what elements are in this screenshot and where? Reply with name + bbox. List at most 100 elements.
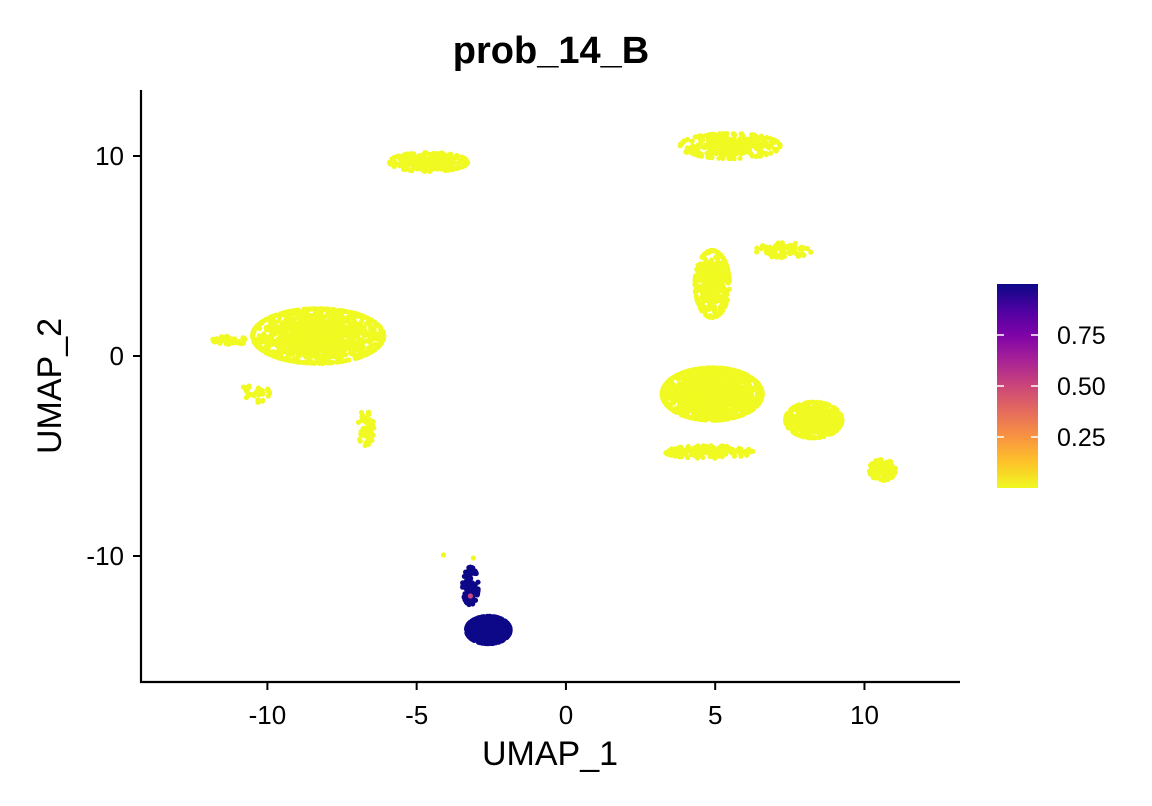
data-point — [813, 423, 819, 429]
data-point — [352, 323, 358, 329]
data-point — [370, 348, 376, 354]
data-point — [746, 446, 752, 452]
data-point — [736, 377, 743, 383]
data-point — [698, 416, 704, 423]
data-point — [687, 406, 693, 413]
data-point — [756, 382, 762, 388]
data-point — [800, 251, 806, 257]
data-point — [343, 352, 349, 358]
data-point — [718, 443, 724, 449]
data-point — [419, 166, 425, 172]
data-point — [684, 454, 691, 460]
data-point — [768, 138, 774, 144]
data-point — [736, 406, 742, 412]
data-point — [401, 152, 407, 158]
data-point — [270, 353, 276, 359]
data-point — [712, 267, 718, 273]
data-point — [356, 349, 363, 355]
cluster-bottom-cluster-main — [463, 613, 513, 647]
data-point — [696, 301, 703, 307]
data-point — [252, 341, 259, 347]
data-point — [701, 298, 707, 304]
data-point — [364, 315, 370, 321]
data-point — [887, 467, 893, 474]
data-point — [470, 583, 477, 589]
data-point — [264, 348, 270, 354]
data-point — [711, 288, 718, 294]
cluster-center-right-upper-stem — [692, 248, 732, 320]
data-point — [299, 310, 305, 317]
data-point — [467, 564, 473, 570]
data-point — [732, 373, 738, 379]
data-point — [800, 402, 806, 408]
data-point — [679, 140, 685, 146]
data-point — [357, 438, 363, 444]
data-point — [815, 417, 821, 423]
data-point — [270, 349, 276, 355]
data-point — [294, 334, 300, 340]
data-point — [690, 400, 696, 406]
cluster-left-down-stem — [355, 409, 377, 448]
data-point — [449, 161, 455, 168]
data-point — [874, 461, 880, 467]
data-point — [811, 411, 818, 417]
data-point — [345, 339, 351, 346]
data-point — [699, 374, 705, 380]
data-point — [713, 397, 719, 404]
data-point — [307, 321, 314, 327]
data-point — [450, 157, 456, 163]
data-point — [707, 146, 714, 152]
data-point — [700, 288, 706, 294]
data-point — [226, 336, 232, 343]
data-point — [338, 351, 344, 357]
data-point — [804, 426, 810, 433]
data-point — [730, 415, 736, 421]
data-point — [684, 377, 690, 383]
data-point — [308, 306, 315, 312]
data-point — [759, 390, 765, 397]
cluster-upper-left-island — [387, 150, 471, 174]
data-point — [260, 391, 266, 397]
data-point — [779, 254, 785, 260]
data-point — [871, 470, 878, 477]
data-point — [373, 323, 379, 329]
data-point — [273, 312, 279, 318]
data-point — [285, 344, 292, 350]
data-point — [747, 150, 754, 156]
data-point — [455, 165, 461, 171]
data-point — [706, 411, 712, 418]
data-point — [711, 292, 718, 299]
data-point — [256, 345, 262, 351]
data-point — [751, 386, 757, 393]
data-point — [361, 433, 367, 439]
data-point — [442, 152, 448, 158]
data-point — [280, 349, 286, 355]
data-point — [346, 309, 352, 315]
data-point — [367, 430, 373, 436]
data-point — [814, 399, 820, 405]
data-point — [694, 144, 700, 151]
data-point — [687, 147, 693, 153]
data-point — [720, 308, 726, 314]
data-point — [714, 452, 720, 458]
data-point — [379, 330, 386, 336]
data-point — [710, 314, 716, 320]
data-point — [440, 157, 446, 163]
data-point — [727, 446, 733, 452]
data-point — [215, 336, 221, 342]
data-point — [877, 465, 883, 471]
data-point — [708, 263, 714, 269]
data-point — [709, 392, 715, 398]
cluster-left-tail — [210, 333, 248, 347]
data-point — [303, 306, 309, 312]
data-point — [291, 316, 297, 322]
data-point — [358, 429, 364, 435]
data-point — [413, 159, 419, 165]
data-point — [703, 282, 709, 288]
data-point — [372, 330, 378, 336]
data-point — [665, 403, 671, 409]
data-point — [288, 326, 294, 332]
cluster-lower-left-tail — [240, 383, 273, 405]
data-point — [725, 280, 731, 286]
